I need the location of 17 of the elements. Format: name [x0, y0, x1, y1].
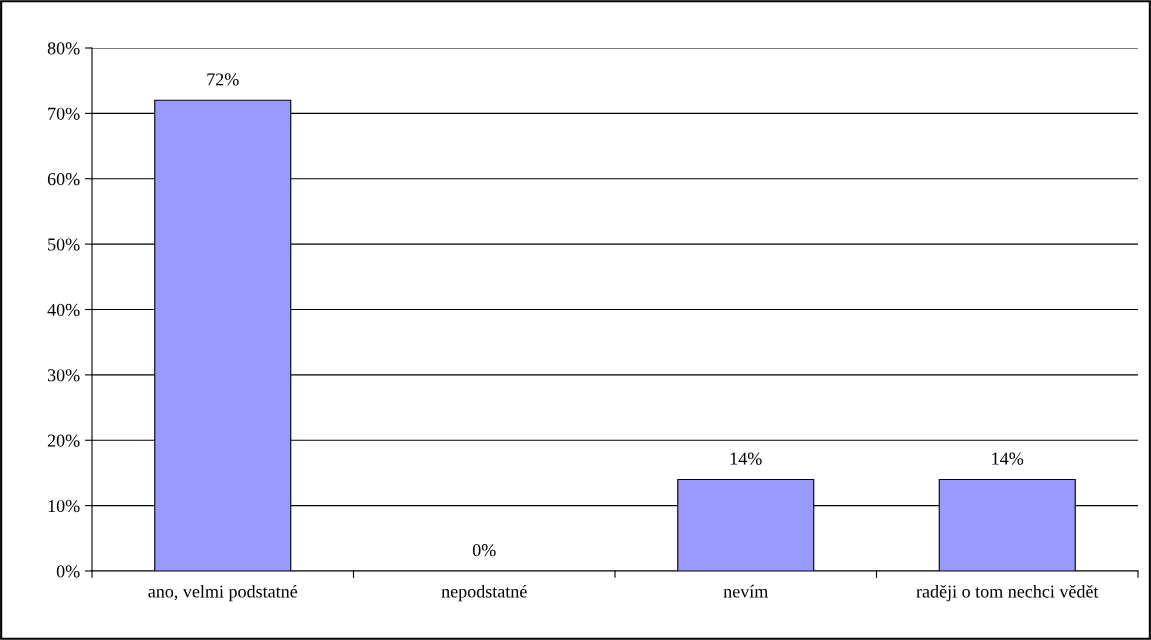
- x-tick-label: nevím: [723, 584, 769, 598]
- data-label: 14%: [730, 452, 762, 465]
- data-label: 72%: [207, 73, 239, 86]
- y-tick-label: 0%: [56, 565, 80, 578]
- y-tick-label: 10%: [48, 499, 80, 513]
- y-tick-label: 20%: [47, 434, 80, 447]
- data-label: 14%: [992, 452, 1024, 465]
- data-label: 0%: [472, 544, 496, 557]
- y-tick-label: 50%: [48, 238, 80, 251]
- y-tick-label: 70%: [48, 107, 80, 120]
- y-tick-label: 40%: [47, 303, 80, 316]
- y-tick-label: 30%: [47, 369, 80, 382]
- y-tick-label: 80%: [47, 42, 80, 55]
- x-tick-label: ano, velmi podstatné: [148, 584, 298, 602]
- y-tick-label: 60%: [47, 173, 80, 186]
- x-tick-label: raději o tom nechci vědět: [916, 584, 1099, 602]
- x-tick-label: nepodstatné: [441, 584, 527, 602]
